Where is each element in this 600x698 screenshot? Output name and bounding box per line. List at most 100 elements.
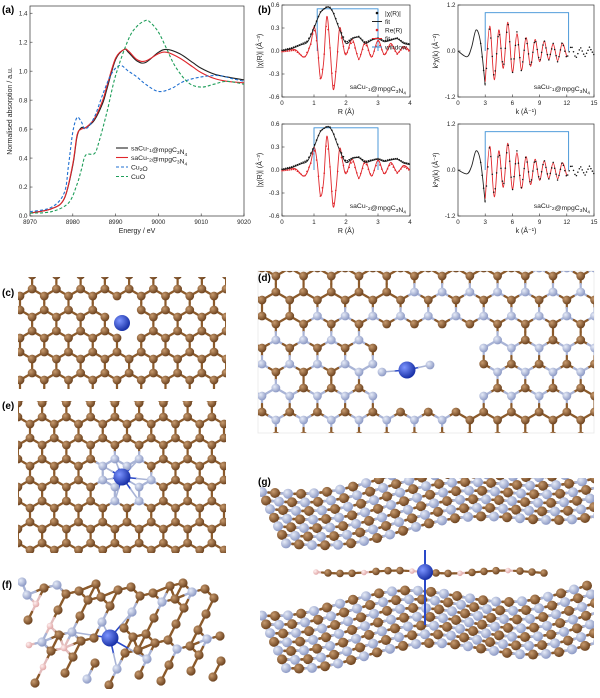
bond (147, 415, 153, 419)
bond (227, 344, 234, 348)
bond (212, 568, 218, 572)
nitrogen-atom (463, 512, 473, 522)
bond (87, 251, 93, 255)
mag-data-point (368, 160, 370, 162)
bond (262, 460, 269, 464)
carbon-atom (159, 525, 168, 534)
nitrogen-atom (507, 632, 517, 642)
bond (232, 293, 238, 297)
nitrogen-atom (257, 487, 267, 497)
data-point (563, 45, 565, 47)
carbon-atom (391, 595, 401, 605)
bond (72, 564, 78, 568)
carbon-atom (123, 392, 132, 401)
carbon-atom (580, 641, 590, 651)
mag-data-point (394, 38, 396, 40)
carbon-atom (171, 560, 180, 569)
carbon-atom (147, 378, 156, 387)
bond (317, 248, 324, 252)
legend-label-3: fit (385, 36, 390, 43)
carbon-atom (161, 250, 170, 259)
bond (310, 248, 317, 252)
data-point (581, 50, 583, 52)
carbon-atom (147, 504, 156, 513)
nitrogen-atom (281, 663, 291, 673)
carbon-atom (88, 334, 97, 343)
data-point (503, 63, 505, 65)
x-tick-label: 3 (376, 219, 380, 226)
data-point (510, 176, 512, 178)
mag-data-point (352, 157, 354, 159)
bond (8, 440, 14, 444)
carbon-atom (161, 264, 170, 273)
bond (20, 251, 26, 255)
carbon-atom (98, 504, 107, 513)
carbon-atom (277, 530, 287, 540)
nitrogen-atom (437, 638, 447, 648)
bond (581, 244, 588, 248)
bond (12, 442, 18, 446)
mag-data-point (297, 45, 299, 47)
re-data-point (348, 47, 350, 49)
re-data-point (398, 170, 400, 172)
bond (414, 436, 421, 440)
bond (0, 251, 2, 255)
bond (359, 244, 366, 248)
bond (62, 394, 68, 398)
bond (224, 564, 230, 568)
carbon-atom (50, 462, 59, 471)
nitrogen-atom (541, 515, 551, 525)
bond (504, 440, 511, 444)
bond (269, 244, 276, 248)
re-data-point (298, 53, 300, 55)
carbon-atom (258, 418, 267, 427)
nitrogen-atom (313, 360, 322, 369)
nitrogen-atom (307, 540, 317, 550)
carbon-atom (113, 250, 122, 259)
carbon-atom (549, 272, 558, 281)
nitrogen-atom (550, 638, 560, 648)
re-data-point (396, 53, 398, 55)
carbon-atom (209, 593, 218, 602)
carbon-atom (50, 434, 59, 443)
bond (6, 421, 12, 425)
bond (525, 464, 532, 468)
bond (68, 394, 74, 398)
carbon-atom (494, 630, 504, 640)
nitrogen-atom (438, 288, 447, 297)
carbon-atom (137, 306, 146, 315)
carbon-atom (74, 378, 83, 387)
carbon-atom (173, 313, 182, 322)
nitrogen-atom (542, 489, 552, 499)
bond (117, 394, 123, 398)
carbon-atom (299, 384, 308, 393)
carbon-atom (451, 615, 461, 625)
bond (0, 396, 6, 400)
carbon-atom (135, 441, 144, 450)
mag-data-point (329, 126, 331, 128)
carbon-atom (52, 397, 61, 406)
re-data-point (354, 167, 356, 169)
nitrogen-atom (291, 506, 301, 516)
mag-data-point (295, 46, 297, 48)
nitrogen-atom (368, 639, 378, 649)
bond (220, 247, 226, 251)
bond (50, 415, 56, 419)
bond (194, 564, 200, 568)
bond (75, 247, 81, 251)
carbon-atom (76, 636, 85, 645)
bond (178, 398, 184, 402)
carbon-atom (137, 432, 146, 441)
re-data-point (381, 49, 383, 51)
data-point (573, 51, 575, 53)
y-tick-label: 1.2 (447, 121, 456, 128)
nitrogen-atom (67, 627, 76, 636)
bond (548, 467, 555, 468)
carbon-atom (62, 539, 71, 548)
nitrogen-atom (396, 312, 405, 321)
carbon-atom (573, 468, 583, 478)
carbon-atom (232, 497, 241, 506)
data-point (580, 47, 582, 49)
data-point (541, 52, 543, 54)
